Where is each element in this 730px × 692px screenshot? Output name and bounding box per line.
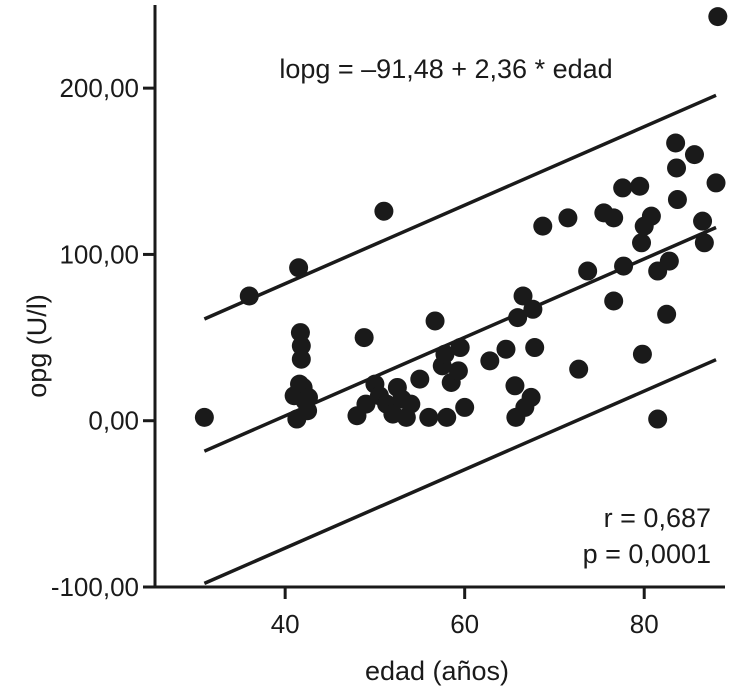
- data-point: [604, 208, 624, 228]
- y-tick-label: -100,00: [51, 572, 139, 602]
- x-axis-ticks: 40 60 80: [271, 587, 659, 639]
- data-point: [525, 338, 545, 358]
- data-point: [410, 369, 430, 389]
- data-point: [632, 233, 652, 253]
- data-point: [425, 311, 445, 331]
- data-point: [667, 190, 687, 210]
- data-point: [448, 361, 468, 381]
- x-tick-label: 80: [630, 609, 659, 639]
- x-tick-label: 60: [450, 609, 479, 639]
- upper-confidence-line: [203, 93, 717, 321]
- y-tick-label: 0,00: [88, 406, 139, 436]
- data-point: [298, 387, 318, 407]
- data-point: [289, 258, 309, 278]
- axes: [153, 5, 725, 589]
- data-point: [508, 308, 528, 328]
- data-point: [354, 328, 374, 348]
- data-point: [450, 338, 470, 358]
- data-point: [419, 407, 439, 427]
- data-point: [706, 173, 726, 193]
- data-point: [435, 344, 455, 364]
- data-point: [523, 299, 543, 319]
- y-tick-label: 200,00: [59, 73, 139, 103]
- data-point: [659, 251, 679, 271]
- data-point: [569, 359, 589, 379]
- data-point: [708, 7, 728, 27]
- data-point: [513, 286, 533, 306]
- data-point: [437, 407, 457, 427]
- data-point: [630, 176, 650, 196]
- data-point: [657, 304, 677, 324]
- x-tick-label: 40: [271, 609, 300, 639]
- x-axis-title: edad (años): [365, 656, 509, 686]
- data-point: [401, 394, 421, 414]
- data-point: [666, 133, 686, 153]
- data-point: [496, 339, 516, 359]
- data-point: [693, 211, 713, 231]
- equation-annotation: lopg = –91,48 + 2,36 * edad: [279, 54, 612, 84]
- r-annotation: r = 0,687: [604, 503, 711, 533]
- data-point: [641, 206, 661, 226]
- data-point: [291, 349, 311, 369]
- data-points: [194, 7, 728, 429]
- data-point: [578, 261, 598, 281]
- y-axis-title: opg (U/l): [22, 294, 52, 398]
- data-point: [505, 376, 525, 396]
- data-point: [194, 407, 214, 427]
- data-point: [239, 286, 259, 306]
- data-point: [614, 256, 634, 276]
- data-point: [374, 201, 394, 221]
- data-point: [648, 409, 668, 429]
- data-point: [684, 145, 704, 165]
- data-point: [558, 208, 578, 228]
- data-point: [667, 158, 687, 178]
- y-axis-ticks: -100,00 0,00 100,00 200,00: [51, 73, 155, 602]
- data-point: [455, 397, 475, 417]
- p-annotation: p = 0,0001: [583, 539, 711, 569]
- lower-confidence-line: [203, 358, 717, 585]
- data-point: [613, 178, 633, 198]
- data-point: [604, 291, 624, 311]
- data-point: [480, 351, 500, 371]
- data-point: [291, 336, 311, 356]
- data-point: [694, 233, 714, 253]
- data-point: [533, 216, 553, 236]
- y-tick-label: 100,00: [59, 239, 139, 269]
- data-point: [632, 344, 652, 364]
- data-point: [521, 387, 541, 407]
